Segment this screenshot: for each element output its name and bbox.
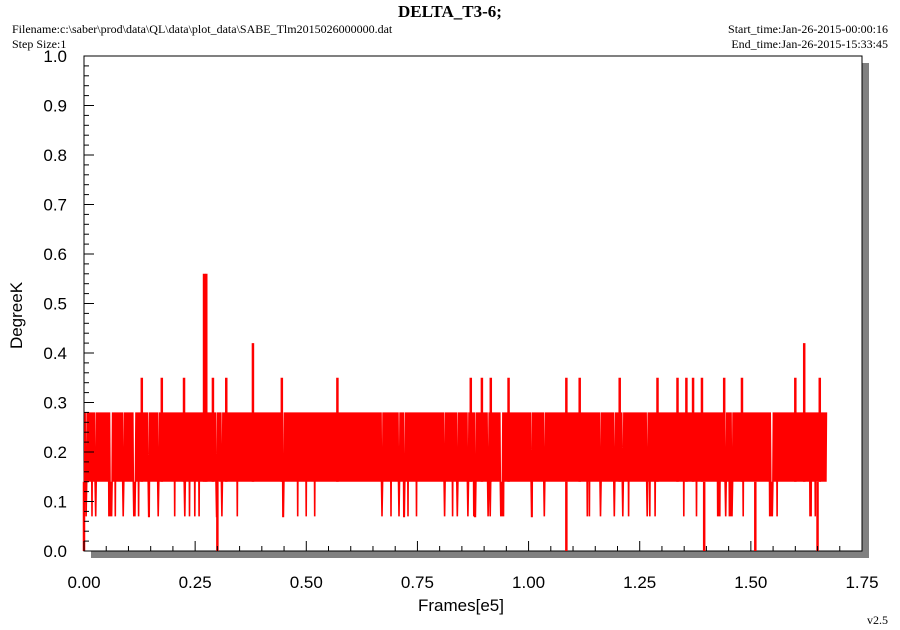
start-time-label: Start_time:Jan-26-2015-00:00:16 — [728, 22, 888, 36]
filename-label: Filename:c:\saber\prod\data\QL\data\plot… — [12, 22, 393, 36]
step-size-label: Step Size:1 — [12, 37, 67, 51]
x-tick-label: 1.00 — [512, 573, 545, 592]
y-tick-label: 0.6 — [43, 245, 67, 264]
y-tick-label: 0.5 — [43, 295, 67, 314]
y-tick-label: 0.0 — [43, 542, 67, 561]
end-time-label: End_time:Jan-26-2015-15:33:45 — [731, 37, 888, 51]
x-tick-label: 0.50 — [290, 573, 323, 592]
y-tick-label: 0.3 — [43, 394, 67, 413]
series-layer — [82, 273, 828, 551]
chart-title: DELTA_T3-6; — [398, 2, 502, 21]
x-tick-label: 0.00 — [67, 573, 100, 592]
x-tick-label: 1.25 — [623, 573, 656, 592]
y-tick-label: 0.8 — [43, 146, 67, 165]
x-axis-label: Frames[e5] — [418, 596, 504, 615]
x-tick-label: 1.50 — [734, 573, 767, 592]
x-tick-label: 0.25 — [179, 573, 212, 592]
y-tick-label: 0.9 — [43, 97, 67, 116]
x-tick-label: 0.75 — [401, 573, 434, 592]
x-tick-label: 1.75 — [845, 573, 878, 592]
version-label: v2.5 — [867, 613, 888, 627]
y-axis-label: DegreeK — [7, 281, 26, 349]
y-tick-label: 0.4 — [43, 344, 67, 363]
y-tick-label: 0.7 — [43, 196, 67, 215]
y-tick-label: 0.1 — [43, 493, 67, 512]
axis-layer: 0.00 0.25 0.50 0.75 1.00 1.25 1.50 1.75 0.0 0.1 0.… — [43, 47, 878, 592]
y-tick-label: 0.2 — [43, 443, 67, 462]
y-tick-label: 1.0 — [43, 47, 67, 66]
